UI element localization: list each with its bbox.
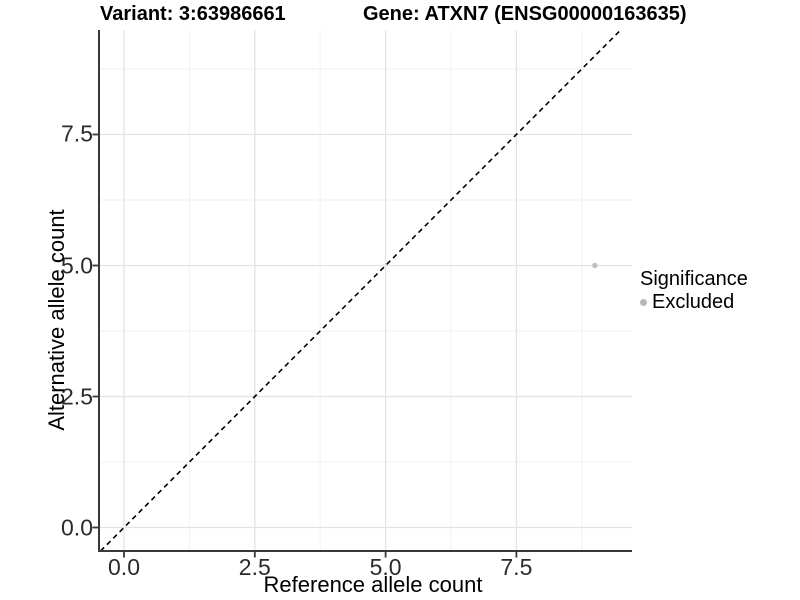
- variant-title: Variant: 3:63986661: [100, 3, 286, 25]
- data-point: [592, 262, 598, 269]
- y-tick-label: 2.5: [61, 383, 93, 409]
- legend-item-label: Excluded: [652, 291, 735, 313]
- legend-point-icon: [640, 299, 647, 306]
- gene-title: Gene: ATXN7 (ENSG00000163635): [363, 3, 687, 25]
- x-tick-label: 7.5: [500, 554, 533, 580]
- y-tick-label: 0.0: [61, 514, 93, 541]
- x-tick-label: 2.5: [238, 554, 271, 580]
- legend-item-excluded[interactable]: Excluded: [640, 291, 748, 314]
- y-tick-label: 7.5: [61, 120, 93, 147]
- y-axis-title: Alternative allele count: [44, 209, 69, 431]
- x-tick-label: 5.0: [369, 554, 402, 580]
- identity-dashed-line: [100, 29, 622, 552]
- x-tick-label: 0.0: [108, 554, 140, 580]
- x-axis-title: Reference allele count: [263, 572, 483, 597]
- legend: Significance Excluded: [640, 268, 748, 314]
- y-tick-label: 5.0: [61, 252, 93, 278]
- legend-title: Significance: [640, 268, 748, 290]
